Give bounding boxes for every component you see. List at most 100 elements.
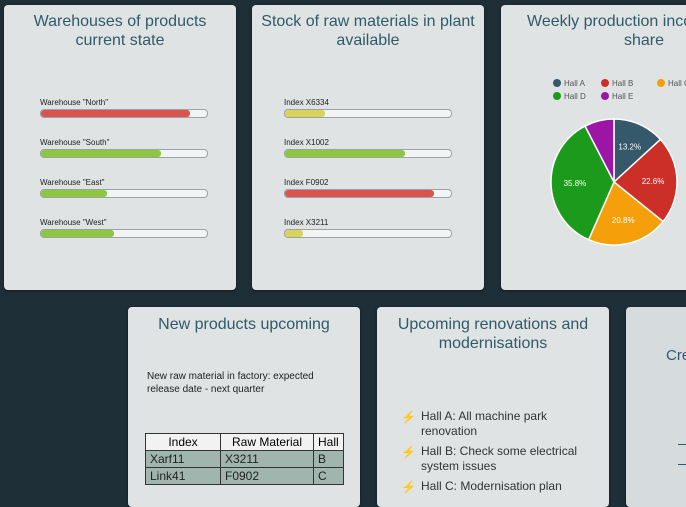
legend-color-dot: [553, 92, 561, 100]
pie-slice-label: 13.2%: [618, 142, 641, 151]
table-header-cell: Index: [145, 433, 221, 451]
legend-color-dot: [601, 92, 609, 100]
new-products-title: New products upcoming: [158, 316, 330, 333]
raw-material-bar-row: Index X3211: [284, 217, 452, 238]
warehouse-progress-fill: [41, 150, 161, 157]
warehouses-title-line2: current state: [75, 32, 165, 49]
renovations-title-line1: Upcoming renovations and: [397, 316, 589, 333]
raw-materials-title: Stock of raw materials in plant availabl…: [252, 12, 484, 50]
raw-materials-card: Stock of raw materials in plant availabl…: [252, 5, 484, 290]
legend-color-dot: [657, 79, 665, 87]
table-row: Link41 F0902 C: [145, 467, 344, 485]
raw-material-bar-label: Index X3211: [284, 218, 329, 227]
table-cell: B: [313, 450, 344, 468]
warehouses-card: Warehouses of products current state War…: [4, 5, 236, 290]
new-products-notice: New raw material in factory: expected re…: [147, 371, 314, 395]
table-cell: F0902: [220, 467, 314, 485]
table-row: Xarf11 X3211 B: [145, 450, 344, 468]
lightning-bolt-icon: ⚡: [401, 445, 416, 459]
pie-slice[interactable]: [550, 125, 615, 241]
legend-item[interactable]: Hall A: [553, 79, 585, 88]
legend-color-dot: [601, 79, 609, 87]
raw-material-bar-label: Index X1002: [284, 138, 329, 147]
legend-label: Hall C: [668, 79, 686, 88]
warehouse-progress-fill: [41, 230, 115, 237]
warehouse-bar-label: Warehouse "East": [40, 178, 105, 187]
pie-slice[interactable]: [584, 118, 615, 183]
raw-material-progress-fill: [285, 110, 325, 117]
warehouse-bar-label: Warehouse "South": [40, 138, 110, 147]
renovations-list: ⚡ Hall A: All machine park renovation ⚡ Hal…: [401, 409, 601, 499]
warehouse-progress-bar: [40, 189, 208, 198]
new-products-table: Index Raw Material Hall Xarf11 X3211 B Link41…: [145, 433, 344, 485]
renovations-title-line2: modernisations: [438, 335, 548, 352]
raw-materials-title-line1: Stock of raw materials in plant: [261, 13, 475, 30]
legend-item[interactable]: Hall C: [657, 79, 686, 88]
warehouses-title: Warehouses of products current state: [4, 12, 236, 50]
production-title-line2: share: [624, 32, 665, 49]
table-cell: Link41: [145, 467, 221, 485]
warehouse-bar-label: Warehouse "North": [40, 98, 109, 107]
raw-material-progress-bar: [284, 149, 452, 158]
warehouse-progress-fill: [41, 190, 108, 197]
raw-materials-title-line2: available: [336, 32, 400, 49]
renovation-list-item: ⚡ Hall A: All machine park renovation: [401, 409, 601, 439]
partial-card: Cre: [626, 307, 686, 507]
warehouse-bar-label: Warehouse "West": [40, 218, 107, 227]
warehouse-bar-row: Warehouse "East": [40, 177, 208, 198]
renovations-card: Upcoming renovations and modernisations …: [377, 307, 609, 507]
warehouses-title-line1: Warehouses of products: [33, 13, 207, 30]
legend-item[interactable]: Hall B: [601, 79, 633, 88]
warehouse-progress-bar: [40, 229, 208, 238]
production-title-line1: Weekly production inco: [527, 13, 686, 30]
production-card: Weekly production inco share Hall A Hall …: [501, 5, 686, 290]
raw-material-progress-bar: [284, 189, 452, 198]
partial-card-link-1[interactable]: [678, 444, 686, 445]
legend-label: Hall A: [564, 79, 585, 88]
partial-card-title: Cre: [666, 347, 686, 364]
raw-material-progress-bar: [284, 229, 452, 238]
lightning-bolt-icon: ⚡: [401, 410, 416, 424]
renovation-item-text: Hall A: All machine park renovation: [421, 409, 548, 438]
raw-material-progress-fill: [285, 230, 304, 237]
raw-material-bar-label: Index F0902: [284, 178, 329, 187]
raw-material-progress-fill: [285, 150, 405, 157]
renovations-title: Upcoming renovations and modernisations: [377, 315, 609, 353]
new-products-card: New products upcoming New raw material i…: [128, 307, 360, 507]
production-title: Weekly production inco share: [527, 12, 686, 50]
pie-legend: Hall A Hall B Hall C Hall D Hall E: [553, 79, 686, 105]
renovation-item-text: Hall B: Check some electrical system iss…: [421, 444, 578, 473]
renovation-list-item: ⚡ Hall C: Modernisation plan: [401, 479, 601, 494]
table-header-cell: Hall: [313, 433, 344, 451]
legend-color-dot: [553, 79, 561, 87]
raw-material-bar-label: Index X6334: [284, 98, 329, 107]
raw-material-bar-row: Index X1002: [284, 137, 452, 158]
table-cell: X3211: [220, 450, 314, 468]
warehouse-bar-row: Warehouse "South": [40, 137, 208, 158]
pie-slice-label: 22.6%: [642, 177, 665, 186]
raw-material-progress-bar: [284, 109, 452, 118]
table-cell: Xarf11: [145, 450, 221, 468]
legend-item[interactable]: Hall D: [553, 92, 586, 101]
partial-card-link-2[interactable]: [678, 464, 686, 465]
pie-slice[interactable]: [612, 138, 678, 223]
renovation-item-text: Hall C: Modernisation plan: [421, 479, 562, 493]
warehouse-progress-bar: [40, 109, 208, 118]
pie-slice-label: 35.8%: [564, 179, 587, 188]
pie-slice-label: 20.8%: [612, 216, 635, 225]
table-cell: C: [313, 467, 344, 485]
raw-material-bar-row: Index F0902: [284, 177, 452, 198]
lightning-bolt-icon: ⚡: [401, 480, 416, 494]
raw-material-bar-row: Index X6334: [284, 97, 452, 118]
warehouse-progress-bar: [40, 149, 208, 158]
raw-material-progress-fill: [285, 190, 435, 197]
warehouse-bar-row: Warehouse "North": [40, 97, 208, 118]
warehouse-progress-fill: [41, 110, 191, 117]
legend-label: Hall B: [612, 79, 634, 88]
production-pie-chart: 13.2% 22.6% 20.8% 35.8%: [550, 118, 678, 246]
renovation-list-item: ⚡ Hall B: Check some electrical system is…: [401, 444, 601, 474]
legend-item[interactable]: Hall E: [601, 92, 633, 101]
legend-label: Hall E: [612, 92, 634, 101]
legend-label: Hall D: [564, 92, 586, 101]
table-header-cell: Raw Material: [220, 433, 314, 451]
